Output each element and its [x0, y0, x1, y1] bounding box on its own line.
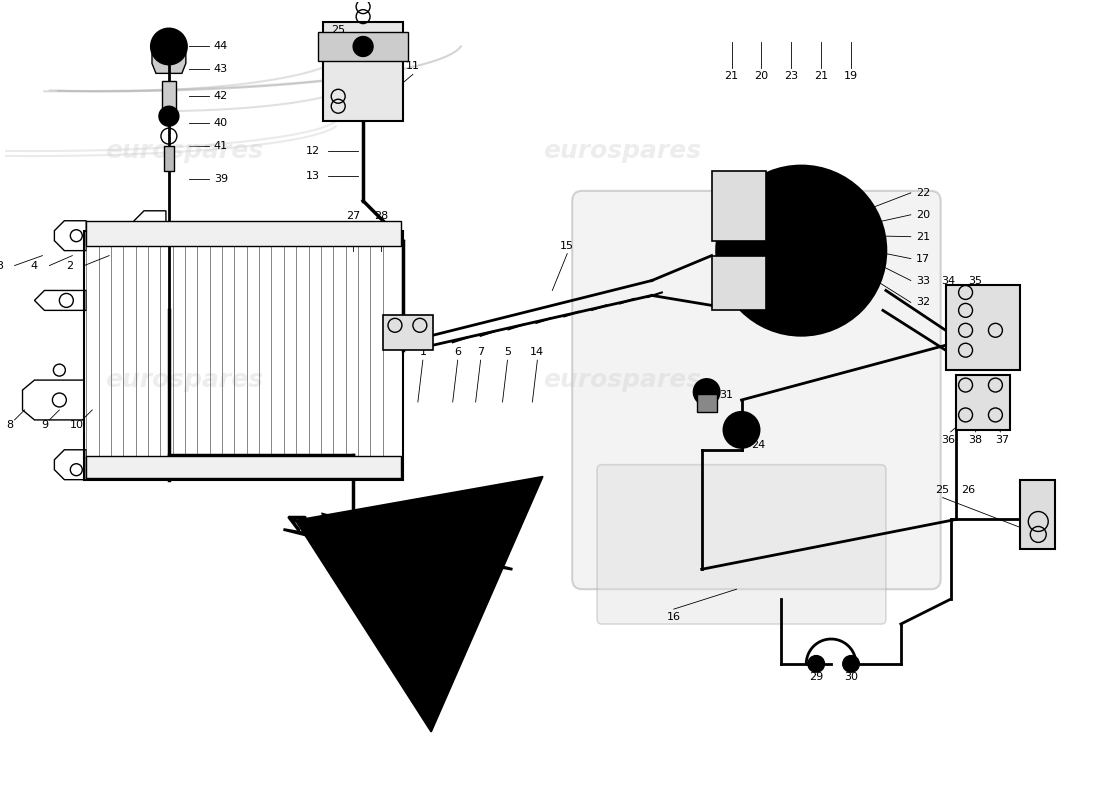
Polygon shape	[323, 514, 468, 599]
Text: 28: 28	[374, 210, 388, 221]
Circle shape	[151, 29, 187, 65]
Text: 9: 9	[41, 420, 48, 430]
Text: 13: 13	[306, 171, 320, 181]
Text: 33: 33	[916, 275, 930, 286]
Bar	[86, 456, 400, 478]
Text: 4: 4	[31, 261, 38, 270]
Text: 23: 23	[784, 71, 799, 82]
Text: eurospares: eurospares	[543, 368, 701, 392]
Text: 20: 20	[755, 71, 769, 82]
Text: 24: 24	[751, 440, 766, 450]
Text: 41: 41	[213, 141, 228, 151]
Text: 18: 18	[783, 303, 798, 314]
Circle shape	[732, 420, 751, 440]
Text: 7: 7	[477, 347, 484, 358]
Text: 38: 38	[968, 435, 982, 445]
Text: 14: 14	[530, 347, 544, 358]
Text: 26: 26	[961, 485, 976, 494]
Bar	[164, 146, 174, 171]
Text: 27: 27	[346, 210, 361, 221]
Text: 44: 44	[213, 42, 228, 51]
Polygon shape	[34, 290, 86, 310]
Text: 15: 15	[560, 241, 574, 250]
Text: 37: 37	[996, 435, 1010, 445]
Text: 26: 26	[356, 42, 371, 51]
Bar	[162, 82, 176, 111]
Text: 32: 32	[916, 298, 930, 307]
Bar	[323, 22, 403, 121]
Text: 2: 2	[66, 261, 73, 270]
Text: 31: 31	[719, 390, 734, 400]
Bar	[85, 230, 403, 480]
Bar	[86, 221, 400, 246]
Text: 21: 21	[916, 232, 930, 242]
Text: 3: 3	[0, 261, 3, 270]
Circle shape	[353, 37, 373, 57]
Polygon shape	[134, 210, 166, 241]
Text: 36: 36	[942, 435, 956, 445]
Polygon shape	[54, 221, 86, 250]
Text: 25: 25	[331, 25, 345, 34]
Text: 5: 5	[504, 347, 512, 358]
Text: 17: 17	[916, 254, 930, 263]
Bar	[318, 31, 408, 62]
FancyBboxPatch shape	[597, 465, 886, 624]
Text: 21: 21	[814, 71, 828, 82]
Bar	[712, 171, 767, 241]
Polygon shape	[152, 46, 186, 74]
Text: 30: 30	[844, 672, 858, 682]
Text: 10: 10	[70, 420, 85, 430]
Text: 39: 39	[213, 174, 228, 184]
Text: eurospares: eurospares	[104, 368, 263, 392]
Circle shape	[808, 656, 824, 672]
Text: 42: 42	[213, 91, 228, 102]
Text: 29: 29	[810, 672, 823, 682]
Circle shape	[694, 379, 719, 405]
Circle shape	[716, 166, 886, 335]
FancyBboxPatch shape	[572, 191, 940, 590]
Text: 8: 8	[6, 420, 13, 430]
Text: 11: 11	[406, 62, 420, 71]
Polygon shape	[22, 380, 85, 420]
Bar	[1021, 480, 1055, 550]
Text: 22: 22	[916, 188, 930, 198]
Bar	[383, 315, 432, 350]
Text: 12: 12	[306, 146, 320, 156]
Bar	[946, 286, 1021, 370]
Text: 19: 19	[844, 71, 858, 82]
Circle shape	[843, 656, 859, 672]
Bar	[696, 394, 716, 412]
Circle shape	[777, 226, 826, 275]
Text: eurospares: eurospares	[104, 139, 263, 163]
Text: 43: 43	[213, 64, 228, 74]
Text: 35: 35	[968, 275, 982, 286]
Bar	[956, 375, 1011, 430]
Text: 25: 25	[936, 485, 949, 494]
Polygon shape	[54, 450, 86, 480]
Circle shape	[724, 412, 759, 448]
Text: 1: 1	[419, 347, 427, 358]
Circle shape	[160, 106, 179, 126]
Polygon shape	[284, 514, 513, 579]
Text: eurospares: eurospares	[543, 139, 701, 163]
Text: 34: 34	[942, 275, 956, 286]
Text: 20: 20	[916, 210, 930, 220]
Text: 6: 6	[454, 347, 461, 358]
Text: 21: 21	[725, 71, 738, 82]
Text: 16: 16	[667, 612, 681, 622]
Bar	[712, 256, 767, 310]
Text: 40: 40	[213, 118, 228, 128]
